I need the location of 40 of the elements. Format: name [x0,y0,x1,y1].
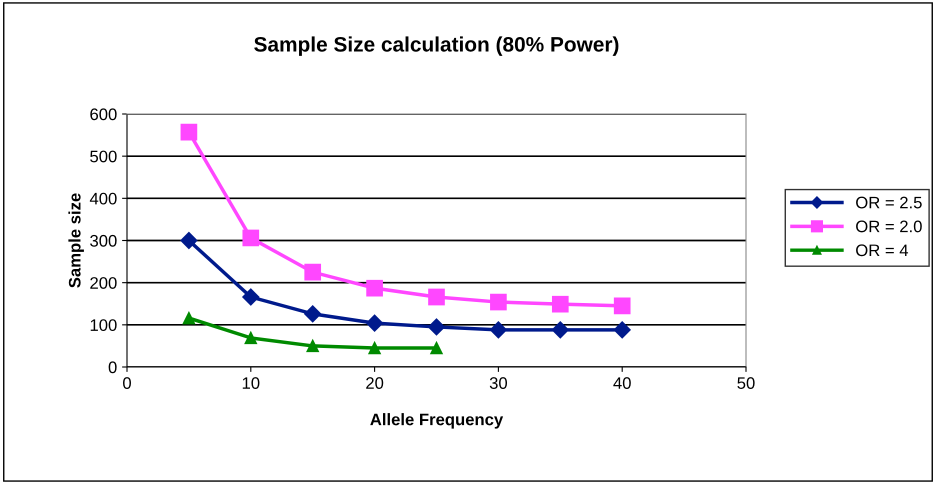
point [180,232,198,250]
point [304,305,322,322]
point [552,296,569,313]
point [306,340,319,352]
point [304,264,322,280]
point [428,318,446,336]
x-tick-label: 20 [366,377,384,389]
point [242,288,260,306]
y-tick-label: 400 [90,192,117,205]
y-tick-label: 0 [108,361,117,374]
point [182,312,196,324]
y-tick-label: 100 [90,319,117,332]
y-tick-label: 300 [90,234,117,247]
y-tick-label: 200 [90,277,117,289]
point [552,321,569,338]
x-tick-label: 0 [123,377,131,389]
point [430,342,443,354]
x-tick-label: 30 [490,377,508,389]
y-tick-label: 500 [90,150,117,162]
point [490,294,507,310]
y-tick-label: 600 [90,108,117,120]
point [614,321,631,338]
point [614,298,631,314]
point [368,342,381,354]
point [242,230,260,246]
point [244,332,258,344]
point [490,321,507,338]
x-tick-label: 40 [613,377,631,389]
legend-label: OR = 4 [856,244,908,256]
point [428,288,445,306]
x-tick-label: 10 [242,377,260,389]
legend-label: OR = 2.0 [856,220,922,232]
x-tick-label: 50 [737,377,755,389]
x-axis-title: Allele Frequency [370,413,504,429]
point [366,314,384,332]
chart-title: Sample Size calculation (80% Power) [254,36,618,56]
y-axis-title: Sample size [68,193,84,288]
point [366,280,383,296]
legend-label: OR = 2.5 [856,196,922,208]
point [180,124,198,140]
